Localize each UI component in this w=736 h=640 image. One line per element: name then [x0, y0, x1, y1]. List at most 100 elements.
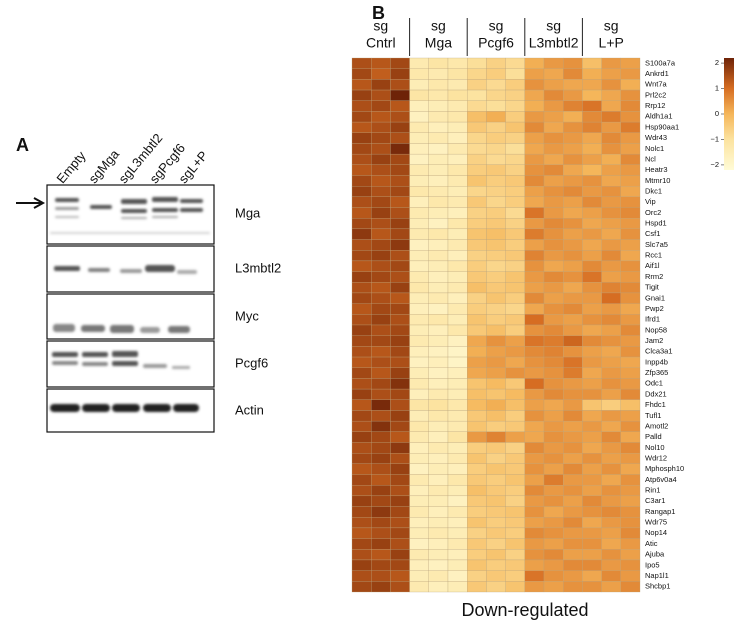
heat-cell — [390, 399, 410, 411]
heat-cell — [428, 314, 449, 326]
heat-cell — [601, 292, 621, 304]
heat-cell — [505, 420, 525, 432]
heat-cell — [447, 474, 468, 486]
heat-cell — [351, 271, 372, 283]
heat-cell — [428, 239, 449, 251]
heat-cell — [601, 335, 621, 347]
heat-cell — [428, 442, 449, 454]
heat-cell — [390, 260, 410, 272]
heat-cell — [563, 153, 583, 165]
heat-cell — [409, 250, 429, 262]
heat-cell — [428, 68, 449, 80]
gene-label: Nol10 — [645, 443, 665, 452]
heat-cell — [505, 378, 525, 390]
heat-cell — [524, 442, 545, 454]
heat-cell — [351, 517, 372, 529]
heat-cell — [467, 271, 487, 283]
gene-label: Rangap1 — [645, 507, 675, 516]
heat-cell — [486, 100, 506, 112]
heat-cell — [582, 463, 602, 475]
heat-cell — [524, 527, 545, 539]
heat-cell — [524, 164, 545, 176]
heat-cell — [390, 218, 410, 230]
heat-cell — [486, 207, 506, 219]
heat-cell — [582, 474, 602, 486]
gene-label: Ajuba — [645, 550, 665, 559]
heat-cell — [505, 356, 525, 368]
heat-cell — [543, 570, 564, 582]
group-label: L+P — [599, 35, 624, 51]
heat-cell — [447, 367, 468, 379]
heat-cell — [428, 228, 449, 240]
heat-cell — [486, 68, 506, 80]
gene-label: Dkc1 — [645, 186, 662, 195]
heat-cell — [524, 549, 545, 561]
gene-label: Rcc1 — [645, 251, 662, 260]
blot-frames — [46, 184, 215, 433]
heat-cell — [620, 474, 641, 486]
heat-cell — [351, 68, 372, 80]
heat-cell — [543, 111, 564, 123]
heat-cell — [390, 100, 410, 112]
heat-cell — [486, 292, 506, 304]
heat-cell — [390, 335, 410, 347]
heat-cell — [563, 506, 583, 518]
heat-cell — [582, 346, 602, 358]
heat-cell — [371, 346, 391, 358]
heat-cell — [524, 581, 545, 593]
heat-cell — [563, 474, 583, 486]
heat-cell — [524, 111, 545, 123]
colorbar-tick-label: 1 — [715, 84, 719, 93]
heat-cell — [428, 132, 449, 144]
heat-cell — [390, 164, 410, 176]
heat-cell — [505, 324, 525, 336]
heat-cell — [524, 570, 545, 582]
heat-cell — [543, 250, 564, 262]
heat-cell — [563, 57, 583, 69]
heat-cell — [543, 549, 564, 561]
gene-label: Hspd1 — [645, 219, 667, 228]
heat-cell — [543, 239, 564, 251]
gene-label: Vip — [645, 197, 656, 206]
heat-cell — [351, 559, 372, 571]
heat-cell — [620, 324, 641, 336]
heat-cell — [447, 100, 468, 112]
heat-cell — [467, 260, 487, 272]
heat-cell — [390, 292, 410, 304]
heat-cell — [620, 303, 641, 315]
heat-cell — [620, 89, 641, 101]
heat-cell — [486, 485, 506, 497]
heat-cell — [601, 420, 621, 432]
heat-cell — [351, 314, 372, 326]
heat-cell — [371, 420, 391, 432]
heat-cell — [447, 335, 468, 347]
heat-cell — [601, 100, 621, 112]
heat-cell — [543, 399, 564, 411]
heat-cell — [524, 207, 545, 219]
heat-cell — [563, 175, 583, 187]
heat-cell — [524, 260, 545, 272]
heat-cell — [543, 164, 564, 176]
heat-cell — [524, 453, 545, 464]
heat-cell — [582, 164, 602, 176]
heat-cell — [390, 207, 410, 219]
heat-cell — [409, 164, 429, 176]
heat-cell — [505, 143, 525, 155]
heat-cell — [582, 314, 602, 326]
heat-cell — [486, 335, 506, 347]
heat-cell — [601, 143, 621, 155]
heat-cell — [351, 442, 372, 454]
heat-cell — [486, 453, 506, 464]
heat-cell — [486, 175, 506, 187]
heat-cell — [351, 485, 372, 497]
heat-cell — [447, 57, 468, 69]
heat-cell — [486, 303, 506, 315]
heat-cell — [467, 527, 487, 539]
heat-cell — [563, 239, 583, 251]
heat-cell — [582, 420, 602, 432]
heat-cell — [582, 495, 602, 507]
heat-cell — [428, 463, 449, 475]
heat-cell — [543, 79, 564, 91]
heat-cell — [543, 186, 564, 197]
heat-cell — [467, 346, 487, 358]
